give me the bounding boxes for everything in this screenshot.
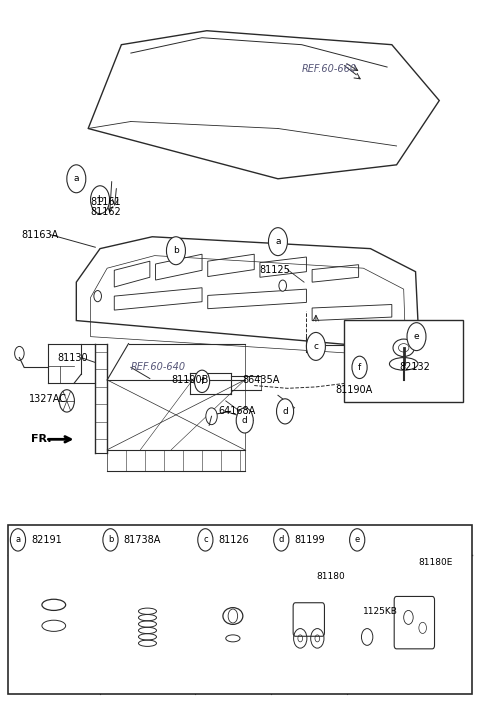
Text: 1125KB: 1125KB xyxy=(363,608,398,616)
Text: e: e xyxy=(355,535,360,544)
Text: 81738A: 81738A xyxy=(124,535,161,545)
Text: 81180: 81180 xyxy=(316,572,345,582)
Circle shape xyxy=(198,529,213,551)
Text: a: a xyxy=(275,237,281,246)
Text: b: b xyxy=(97,195,103,204)
Text: 81199: 81199 xyxy=(295,535,325,545)
Text: d: d xyxy=(282,407,288,416)
Text: 81190B: 81190B xyxy=(171,375,209,385)
Text: 1327AC: 1327AC xyxy=(29,394,67,405)
Circle shape xyxy=(103,529,118,551)
Text: e: e xyxy=(414,332,420,341)
Text: 86435A: 86435A xyxy=(242,375,280,385)
Circle shape xyxy=(94,291,101,302)
Circle shape xyxy=(352,356,367,379)
Text: 82132: 82132 xyxy=(399,363,430,372)
Text: 81190A: 81190A xyxy=(335,385,372,396)
Circle shape xyxy=(236,408,253,433)
Circle shape xyxy=(393,325,400,337)
Text: 81126: 81126 xyxy=(219,535,250,545)
Circle shape xyxy=(274,529,289,551)
Text: b: b xyxy=(108,535,113,544)
Circle shape xyxy=(407,322,426,351)
Text: REF.60-640: REF.60-640 xyxy=(131,363,186,372)
Circle shape xyxy=(361,629,373,646)
Circle shape xyxy=(279,280,287,291)
Text: 64168A: 64168A xyxy=(219,406,256,416)
Text: a: a xyxy=(73,175,79,183)
Text: 81163A: 81163A xyxy=(22,230,59,239)
Text: 81161: 81161 xyxy=(91,197,121,207)
Circle shape xyxy=(167,237,185,265)
Circle shape xyxy=(11,529,25,551)
Text: c: c xyxy=(203,535,208,544)
Text: 81125: 81125 xyxy=(259,265,290,275)
Circle shape xyxy=(194,370,210,393)
Circle shape xyxy=(206,408,217,425)
Circle shape xyxy=(349,529,365,551)
Circle shape xyxy=(268,227,288,256)
Text: REF.60-660: REF.60-660 xyxy=(301,64,357,74)
Text: 81162: 81162 xyxy=(91,207,121,218)
FancyBboxPatch shape xyxy=(8,525,472,694)
Circle shape xyxy=(306,332,325,360)
Text: f: f xyxy=(358,363,361,372)
Text: 81130: 81130 xyxy=(57,353,88,363)
Text: FR.: FR. xyxy=(31,434,52,444)
Text: a: a xyxy=(15,535,21,544)
Circle shape xyxy=(59,390,74,412)
Circle shape xyxy=(67,165,86,193)
Circle shape xyxy=(91,186,109,214)
Circle shape xyxy=(276,398,294,424)
Text: 81180E: 81180E xyxy=(418,558,452,567)
Text: d: d xyxy=(278,535,284,544)
Text: c: c xyxy=(313,342,318,351)
Text: d: d xyxy=(242,416,248,425)
Text: b: b xyxy=(173,246,179,256)
FancyBboxPatch shape xyxy=(344,320,463,402)
Text: f: f xyxy=(201,377,204,386)
Text: 82191: 82191 xyxy=(31,535,62,545)
